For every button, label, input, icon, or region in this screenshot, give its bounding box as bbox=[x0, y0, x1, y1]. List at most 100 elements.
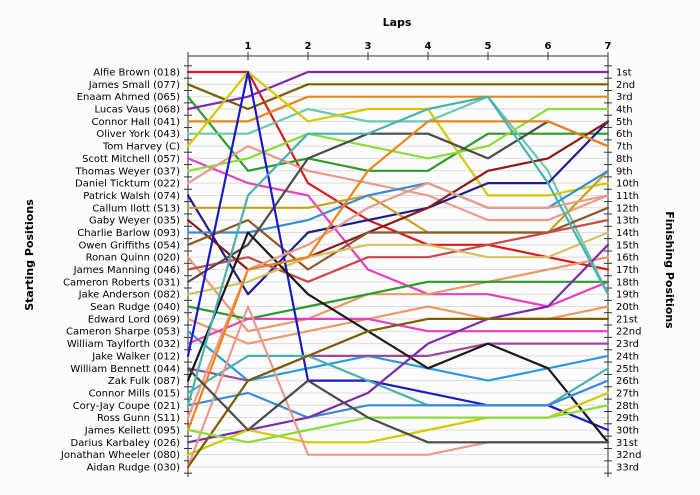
finish-position-label: 14th bbox=[616, 228, 639, 239]
series-line bbox=[186, 182, 610, 419]
finish-position-label: 24th bbox=[616, 351, 639, 362]
x-tick-label: 2 bbox=[305, 41, 312, 52]
start-driver-label: Sean Rudge (040) bbox=[90, 302, 180, 313]
finish-position-label: 12th bbox=[616, 203, 639, 214]
finish-position-label: 33rd bbox=[616, 463, 639, 474]
x-tick-label: 5 bbox=[485, 41, 492, 52]
start-driver-label: Edward Lord (069) bbox=[88, 314, 180, 325]
finish-position-label: 30th bbox=[616, 425, 639, 436]
series-line bbox=[186, 120, 610, 432]
start-driver-label: Ronan Quinn (020) bbox=[86, 253, 180, 264]
series-line bbox=[186, 70, 610, 111]
series-line bbox=[186, 280, 610, 320]
start-driver-label: Connor Hall (041) bbox=[92, 117, 181, 128]
finish-position-label: 21st bbox=[616, 314, 638, 325]
start-driver-label: William Taylforth (032) bbox=[67, 339, 180, 350]
finish-position-label: 15th bbox=[616, 240, 639, 251]
series-line bbox=[186, 379, 610, 419]
finish-position-label: 7th bbox=[616, 142, 633, 153]
series-line bbox=[186, 330, 610, 382]
x-tick-label: 4 bbox=[425, 41, 432, 52]
start-driver-label: Cameron Roberts (031) bbox=[63, 277, 180, 288]
x-tick-label: 7 bbox=[605, 41, 612, 52]
series-line bbox=[186, 107, 610, 172]
start-driver-label: Owen Griffiths (054) bbox=[78, 240, 180, 251]
finish-position-label: 25th bbox=[616, 364, 639, 375]
finish-position-label: 26th bbox=[616, 376, 639, 387]
start-driver-label: William Bennett (044) bbox=[70, 364, 180, 375]
start-driver-label: Scott Mitchell (057) bbox=[82, 154, 180, 165]
finish-position-label: 32nd bbox=[616, 450, 641, 461]
finish-position-label: 1st bbox=[616, 68, 632, 79]
series-line bbox=[186, 95, 610, 172]
start-driver-label: Aidan Rudge (030) bbox=[87, 463, 180, 474]
right-axis-title: Finishing Positions bbox=[663, 211, 676, 329]
start-driver-label: Oliver York (043) bbox=[96, 129, 180, 140]
series-lines bbox=[186, 70, 610, 469]
start-driver-label: Thomas Weyer (037) bbox=[74, 166, 180, 177]
finish-position-label: 23rd bbox=[616, 339, 639, 350]
axis-labels: 1 2 3 4 5 6 7 Alfie Brown (018)James Small (077… bbox=[60, 41, 642, 474]
start-driver-label: Jonathan Wheeler (080) bbox=[60, 450, 180, 461]
series-line bbox=[186, 120, 610, 283]
finish-position-label: 20th bbox=[616, 302, 639, 313]
series-line bbox=[186, 219, 610, 283]
start-driver-label: Alfie Brown (018) bbox=[93, 68, 180, 79]
start-driver-label: Jake Anderson (082) bbox=[78, 290, 180, 301]
finish-position-label: 4th bbox=[616, 105, 633, 116]
finish-position-label: 8th bbox=[616, 154, 633, 165]
series-line bbox=[186, 95, 610, 123]
finish-position-label: 28th bbox=[616, 401, 639, 412]
start-driver-label: Enaam Ahmed (065) bbox=[77, 92, 180, 103]
x-tick-label: 3 bbox=[365, 41, 372, 52]
series-line bbox=[186, 231, 610, 444]
finish-position-label: 3rd bbox=[616, 92, 633, 103]
finish-position-label: 31st bbox=[616, 438, 638, 449]
finish-position-label: 18th bbox=[616, 277, 639, 288]
start-driver-label: Lucas Vaus (068) bbox=[94, 105, 180, 116]
series-line bbox=[186, 83, 610, 111]
finish-position-label: 10th bbox=[616, 179, 639, 190]
start-driver-label: James Kellett (095) bbox=[84, 425, 180, 436]
series-line bbox=[186, 231, 610, 296]
series-line bbox=[186, 317, 610, 469]
start-driver-label: Gaby Weyer (035) bbox=[89, 216, 180, 227]
series-line bbox=[186, 70, 610, 197]
series-line bbox=[186, 367, 610, 444]
finish-position-label: 19th bbox=[616, 290, 639, 301]
start-driver-label: Daniel Ticktum (022) bbox=[75, 179, 180, 190]
start-driver-label: Callum Ilott (S13) bbox=[92, 203, 180, 214]
finish-position-label: 16th bbox=[616, 253, 639, 264]
finish-position-label: 5th bbox=[616, 117, 633, 128]
finish-position-label: 9th bbox=[616, 166, 633, 177]
finish-position-label: 2nd bbox=[616, 80, 635, 91]
finish-position-label: 13th bbox=[616, 216, 639, 227]
finish-position-label: 6th bbox=[616, 129, 633, 140]
start-driver-label: Zak Fulk (087) bbox=[108, 376, 180, 387]
start-driver-label: Connor Mills (015) bbox=[89, 388, 181, 399]
chart-title: Laps bbox=[383, 16, 412, 29]
series-line bbox=[186, 95, 610, 407]
start-driver-label: Patrick Walsh (074) bbox=[83, 191, 180, 202]
finish-position-label: 27th bbox=[616, 388, 639, 399]
start-driver-label: Jake Walker (012) bbox=[91, 351, 180, 362]
finish-position-label: 17th bbox=[616, 265, 639, 276]
start-driver-label: Cory-Jay Coupe (021) bbox=[73, 401, 180, 412]
start-driver-label: Charlie Barlow (093) bbox=[77, 228, 180, 239]
start-driver-label: Darius Karbaley (026) bbox=[71, 438, 181, 449]
start-driver-label: Cameron Sharpe (053) bbox=[66, 327, 180, 338]
x-tick-label: 6 bbox=[545, 41, 552, 52]
finish-position-label: 29th bbox=[616, 413, 639, 424]
series-line bbox=[186, 243, 610, 444]
finish-position-label: 22nd bbox=[616, 327, 641, 338]
axes bbox=[184, 52, 612, 477]
series-line bbox=[186, 404, 610, 444]
finish-position-label: 11th bbox=[616, 191, 639, 202]
left-axis-title: Starting Positions bbox=[23, 199, 36, 311]
start-driver-label: Tom Harvey (C) bbox=[102, 142, 180, 153]
series-line bbox=[186, 206, 610, 271]
start-driver-label: Ross Gunn (S11) bbox=[97, 413, 180, 424]
start-driver-label: James Manning (046) bbox=[73, 265, 180, 276]
start-driver-label: James Small (077) bbox=[88, 80, 180, 91]
